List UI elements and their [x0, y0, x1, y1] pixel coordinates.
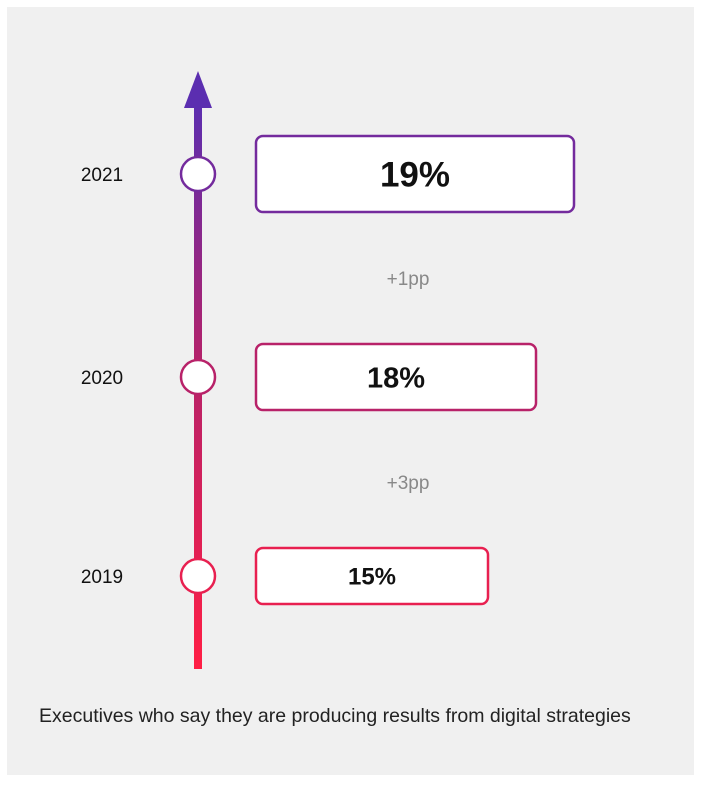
timeline-node	[179, 155, 217, 193]
year-label: 2021	[81, 165, 123, 186]
timeline-marks: 2021 19% 2020 18% 2019 15% +1pp +3pp	[81, 134, 576, 606]
change-label: +1pp	[387, 269, 430, 290]
timeline-entry-2020: 2020 18%	[81, 342, 538, 412]
timeline-arrowhead	[184, 71, 212, 108]
value-label: 19%	[380, 156, 450, 195]
year-label: 2019	[81, 567, 123, 588]
change-label: +3pp	[387, 473, 430, 494]
chart-card: 2021 19% 2020 18% 2019 15% +1pp +3pp Executives…	[7, 7, 694, 775]
timeline-node	[179, 557, 217, 595]
value-label: 18%	[367, 362, 425, 394]
timeline-entry-2019: 2019 15%	[81, 546, 490, 606]
chart-caption: Executives who say they are producing re…	[39, 705, 631, 727]
timeline-node	[179, 358, 217, 396]
timeline-chart: 2021 19% 2020 18% 2019 15% +1pp +3pp	[81, 71, 576, 669]
value-label: 15%	[348, 564, 396, 591]
value-box	[254, 342, 538, 412]
value-box	[254, 134, 576, 214]
timeline-entry-2021: 2021 19%	[81, 134, 576, 214]
year-label: 2020	[81, 368, 123, 389]
value-box	[254, 546, 490, 606]
